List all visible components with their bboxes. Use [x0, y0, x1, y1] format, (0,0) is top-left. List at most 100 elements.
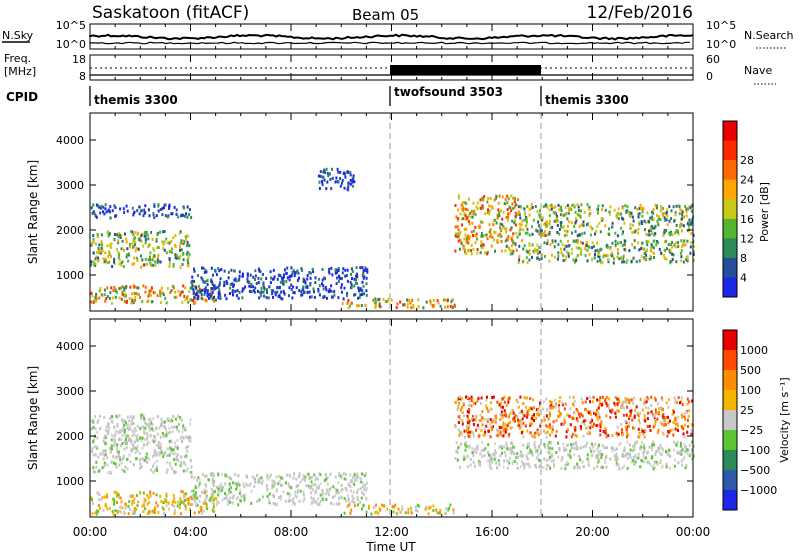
scatter-band-3	[190, 266, 369, 301]
range-cell	[235, 487, 238, 491]
range-cell	[621, 206, 624, 210]
range-cell	[142, 244, 145, 248]
range-cell	[501, 424, 504, 428]
range-cell	[574, 428, 577, 432]
range-cell	[680, 413, 683, 417]
range-cell	[218, 484, 221, 488]
range-cell	[464, 448, 467, 452]
range-cell	[616, 255, 619, 259]
range-cell	[321, 497, 324, 501]
range-cell	[227, 491, 230, 495]
range-cell	[467, 434, 470, 438]
range-cell	[104, 257, 107, 261]
range-cell	[674, 245, 677, 249]
range-cell	[635, 260, 638, 264]
range-cell	[229, 496, 232, 500]
range-cell	[456, 225, 459, 229]
range-cell	[514, 215, 517, 219]
range-cell	[643, 446, 646, 450]
range-cell	[184, 214, 186, 218]
range-cell	[472, 212, 475, 216]
velocity-tick-100: 100	[740, 384, 761, 397]
range-cell	[295, 484, 298, 488]
range-cell	[487, 429, 490, 433]
range-cell	[134, 249, 137, 253]
range-cell	[163, 420, 166, 424]
range-cell	[107, 422, 110, 426]
range-cell	[480, 220, 483, 224]
range-cell	[555, 402, 558, 406]
range-cell	[462, 217, 465, 221]
range-cell	[167, 431, 170, 435]
range-cell	[159, 230, 161, 234]
range-cell	[616, 434, 619, 438]
range-cell	[500, 444, 503, 448]
range-cell	[159, 442, 162, 446]
range-cell	[679, 224, 682, 228]
range-cell	[358, 296, 361, 299]
range-cell	[403, 303, 406, 307]
range-cell	[672, 433, 675, 437]
range-cell	[529, 206, 532, 210]
range-cell	[105, 425, 108, 429]
range-cell	[180, 290, 183, 294]
range-cell	[636, 207, 639, 211]
range-cell	[545, 220, 548, 224]
range-cell	[149, 293, 152, 297]
range-cell	[484, 251, 487, 255]
range-cell	[517, 419, 520, 422]
scatter-band-11	[190, 472, 369, 507]
range-cell	[611, 225, 614, 229]
range-cell	[662, 417, 665, 421]
range-cell	[513, 205, 516, 209]
range-cell	[689, 245, 692, 249]
range-cell	[194, 499, 196, 503]
range-cell	[114, 206, 117, 209]
range-cell	[140, 413, 143, 417]
range-cell	[518, 228, 521, 232]
range-cell	[120, 461, 123, 465]
range-cell	[536, 256, 539, 260]
range-cell	[182, 284, 185, 288]
range-cell	[548, 208, 551, 212]
range-cell	[353, 473, 356, 477]
range-cell	[598, 458, 600, 462]
range-cell	[292, 291, 295, 295]
range-cell	[94, 453, 97, 457]
range-cell	[557, 441, 559, 445]
range-cell	[642, 451, 645, 455]
range-cell	[673, 243, 676, 247]
range-cell	[172, 471, 175, 475]
range-cell	[96, 430, 99, 434]
range-cell	[582, 419, 585, 423]
range-cell	[314, 491, 317, 495]
range-cell	[361, 293, 363, 297]
range-cell	[605, 401, 608, 405]
range-cell	[182, 501, 185, 505]
range-cell	[108, 250, 110, 254]
range-cell	[631, 418, 634, 422]
range-cell	[560, 251, 563, 255]
range-cell	[523, 414, 526, 418]
range-cell	[164, 203, 167, 207]
range-cell	[198, 284, 200, 288]
range-cell	[541, 407, 544, 411]
range-cell	[275, 475, 278, 479]
colorbar-swatch	[723, 179, 737, 200]
range-cell	[108, 506, 111, 510]
range-cell	[95, 215, 98, 219]
range-cell	[152, 470, 155, 474]
range-cell	[205, 490, 208, 493]
range-cell	[104, 428, 107, 432]
range-cell	[467, 417, 470, 421]
range-cell	[211, 282, 214, 286]
range-cell	[519, 454, 522, 458]
range-cell	[134, 236, 136, 240]
range-cell	[457, 194, 460, 198]
range-cell	[597, 211, 599, 215]
range-cell	[115, 490, 118, 494]
range-cell	[191, 279, 194, 283]
range-cell	[143, 504, 146, 508]
range-cell	[102, 257, 105, 261]
range-cell	[147, 418, 150, 422]
